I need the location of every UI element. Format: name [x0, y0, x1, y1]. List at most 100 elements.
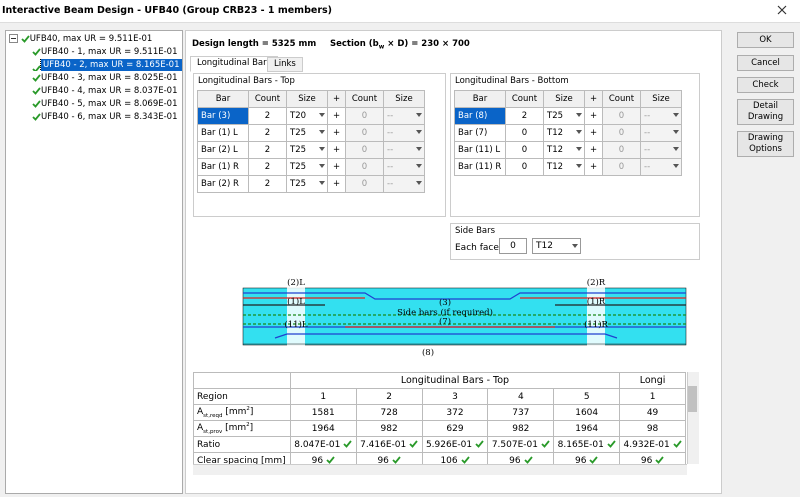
bar-cell[interactable]: T25 [543, 107, 585, 125]
tree-node[interactable]: UFB40 - 1, max UR = 9.511E-01 [32, 46, 182, 58]
bar-cell[interactable]: -- [383, 158, 425, 176]
button[interactable]: Cancel [737, 55, 794, 71]
bar-cell[interactable]: T25 [286, 141, 328, 159]
scroll-thumb[interactable] [688, 386, 697, 412]
bar-row: Bar (11) R 0 T12 +0 -- [454, 158, 682, 176]
check-icon [392, 456, 401, 464]
support [287, 273, 305, 363]
label-end: ] [249, 407, 254, 418]
bar-cell[interactable]: 0 [602, 107, 641, 125]
label-end: ] [249, 423, 254, 434]
bar-cell[interactable]: Bar (7) [454, 124, 506, 142]
value: 96 [509, 455, 521, 466]
tree-label: UFB40 - 5, max UR = 8.069E-01 [41, 99, 178, 109]
bar-cell[interactable]: -- [640, 141, 682, 159]
bar-cell[interactable]: Bar (8) [454, 107, 506, 125]
button[interactable]: Detail Drawing [737, 99, 794, 125]
bar-cell[interactable]: 0 [345, 141, 384, 159]
bar-cell[interactable]: Bar (11) R [454, 158, 506, 176]
bar-cell[interactable]: T12 [543, 141, 585, 159]
bar-cell[interactable]: -- [640, 158, 682, 176]
check-icon [32, 73, 41, 82]
button[interactable]: Drawing Options [737, 131, 794, 157]
column-header: Bar [454, 90, 506, 108]
bar-cell[interactable]: 2 [248, 141, 287, 159]
row-label: Ratio [193, 436, 291, 453]
bar-cell[interactable]: T20 [286, 107, 328, 125]
value-cell: 49 [619, 404, 686, 421]
value: 5.926E-01 [425, 439, 473, 450]
tab[interactable]: Longitudinal Bars [190, 56, 279, 72]
value-cell: 8.165E-01 [553, 436, 621, 453]
tree-node[interactable]: UFB40 - 2, max UR = 8.165E-01 [32, 59, 182, 71]
bar-cell[interactable]: 2 [248, 124, 287, 142]
collapse-icon[interactable] [9, 34, 18, 43]
check-icon [541, 440, 550, 448]
bar-cell[interactable]: -- [383, 141, 425, 159]
section-prefix: Section (b [330, 39, 379, 49]
label-unit: [mm [222, 423, 247, 434]
bar-cell[interactable]: 0 [505, 158, 544, 176]
section-size: Section (bw × D) = 230 × 700 [330, 39, 470, 51]
tree-node[interactable]: UFB40 - 4, max UR = 8.037E-01 [32, 85, 182, 97]
bar-cell[interactable]: Bar (1) L [197, 124, 249, 142]
bar-cell[interactable]: -- [640, 107, 682, 125]
title-bar: Interactive Beam Design - UFB40 (Group C… [0, 0, 800, 23]
check-icon [523, 456, 533, 464]
side-count[interactable]: 0 [499, 238, 527, 254]
bar-cell[interactable]: T25 [286, 124, 328, 142]
bar-cell[interactable]: 2 [505, 107, 544, 125]
bar-cell[interactable]: 0 [602, 124, 641, 142]
bar-cell[interactable]: 0 [345, 124, 384, 142]
bar-cell[interactable]: 0 [345, 175, 384, 193]
label-sub: st,reqd [203, 412, 223, 419]
bar-cell[interactable]: 0 [505, 124, 544, 142]
tab[interactable]: Links [267, 57, 303, 72]
bar-cell[interactable]: -- [383, 124, 425, 142]
bar-cell[interactable]: T25 [286, 158, 328, 176]
bar-cell[interactable]: Bar (3) [197, 107, 249, 125]
label-unit: [mm [222, 407, 247, 418]
bar-cell[interactable]: 0 [505, 141, 544, 159]
blank-cell [193, 372, 291, 389]
row-label: Region [193, 388, 291, 405]
value-cell: 1964 [289, 420, 357, 437]
bar-cell[interactable]: 2 [248, 158, 287, 176]
side-size[interactable]: T12 [532, 238, 581, 254]
bar-cell[interactable]: Bar (2) R [197, 175, 249, 193]
header-row: Bar Count Size + Count Size [197, 90, 425, 108]
area-row: Ast,reqd [mm2] 1581 728 372 737 1604 49 [193, 404, 686, 421]
bar-cell[interactable]: Bar (11) L [454, 141, 506, 159]
bar-cell: + [327, 175, 346, 193]
column-header: Count [248, 90, 287, 108]
column-header: + [327, 90, 346, 108]
bar-cell[interactable]: -- [383, 175, 425, 193]
group-box: Longitudinal Bars - Bottom Bar Count Size + C… [450, 73, 700, 217]
bar-cell[interactable]: T12 [543, 124, 585, 142]
bar-cell[interactable]: 2 [248, 107, 287, 125]
check-row: Ratio 8.047E-01 7.416E-01 5.926E-01 7.507… [193, 436, 686, 453]
bar-cell[interactable]: Bar (1) R [197, 158, 249, 176]
bar-cell[interactable]: -- [640, 124, 682, 142]
bar-cell[interactable]: T12 [543, 158, 585, 176]
column-header: Size [286, 90, 328, 108]
tree-node[interactable]: UFB40 - 5, max UR = 8.069E-01 [32, 98, 182, 110]
bar-cell[interactable]: 0 [602, 158, 641, 176]
bar-cell[interactable]: Bar (2) L [197, 141, 249, 159]
bar-cell[interactable]: 2 [248, 175, 287, 193]
button[interactable]: Check [737, 77, 794, 93]
tree-node[interactable]: UFB40 - 3, max UR = 8.025E-01 [32, 72, 182, 84]
button[interactable]: OK [737, 32, 794, 48]
bar-cell[interactable]: 0 [602, 141, 641, 159]
bar-cell[interactable]: -- [383, 107, 425, 125]
bar-cell: + [327, 141, 346, 159]
bar-table: Bar Count Size + Count Size Bar (8) 2 T25 +0 -- Bar… [454, 90, 682, 176]
bar-cell[interactable]: 0 [345, 158, 384, 176]
bar-cell[interactable]: T25 [286, 175, 328, 193]
tree-node[interactable]: UFB40 - 6, max UR = 8.343E-01 [32, 111, 182, 123]
bar-cell[interactable]: 0 [345, 107, 384, 125]
close-icon[interactable] [777, 5, 787, 15]
column-header: Count [602, 90, 641, 108]
bar-cell: + [584, 141, 603, 159]
section-sub: w [378, 43, 385, 51]
